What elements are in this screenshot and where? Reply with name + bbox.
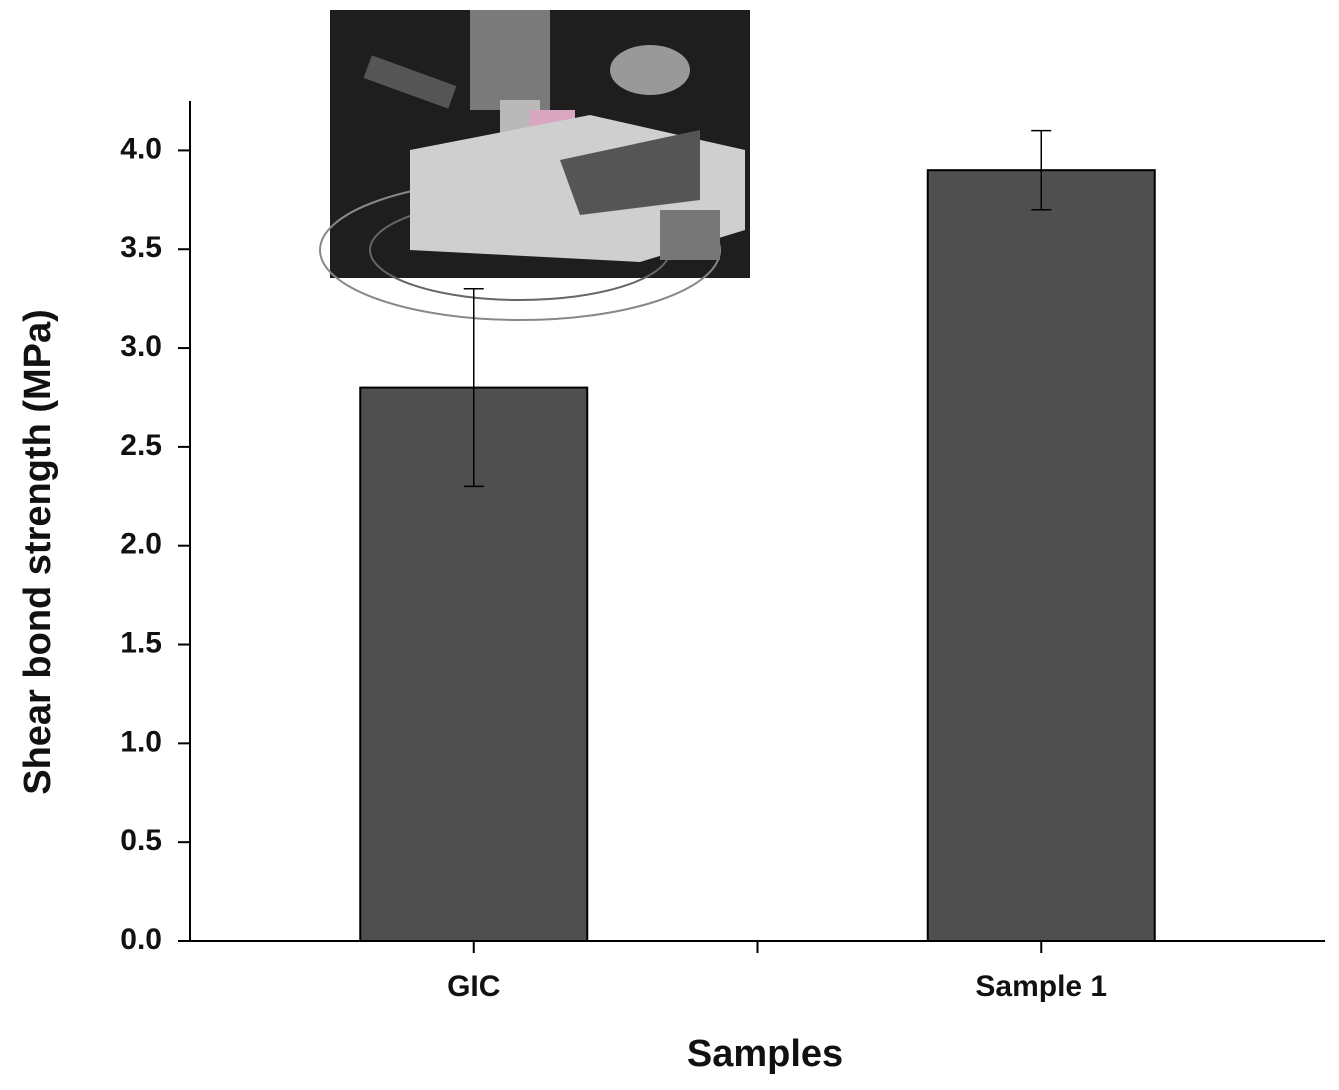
y-tick-label: 4.0	[120, 132, 162, 165]
y-tick-label: 0.0	[120, 923, 162, 956]
error-bar	[463, 288, 484, 488]
y-tick-label: 2.0	[120, 528, 162, 561]
x-axis-title: Samples	[687, 1033, 843, 1075]
y-tick-label: 3.5	[120, 231, 162, 264]
y-tick-label: 0.5	[120, 824, 162, 857]
x-tick-label: GIC	[447, 970, 500, 1003]
bar	[926, 169, 1156, 943]
y-tick-label: 1.0	[120, 725, 162, 758]
y-axis-title: Shear bond strength (MPa)	[17, 309, 59, 795]
inset-photo	[319, 10, 750, 321]
y-tick-label: 2.5	[120, 429, 162, 462]
error-bar	[1031, 129, 1052, 211]
x-tick-label: Sample 1	[975, 970, 1107, 1003]
y-tick-label: 3.0	[120, 330, 162, 363]
y-tick-label: 1.5	[120, 626, 162, 659]
